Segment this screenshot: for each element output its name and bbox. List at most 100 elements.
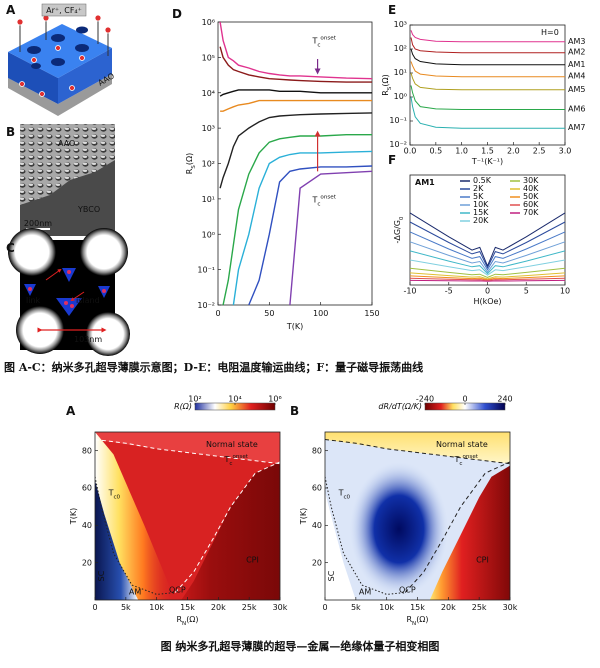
x-tick-label: 30k: [503, 603, 518, 612]
link-label: link: [26, 296, 41, 305]
series-line: [410, 48, 565, 66]
series-line: [232, 150, 373, 306]
annotation: Tconset: [311, 35, 336, 48]
y-tick-label: 10²: [394, 44, 407, 53]
x-tick-label: 0: [322, 603, 327, 612]
x-tick-label: 25k: [242, 603, 257, 612]
annotation-sup: onset: [320, 35, 336, 41]
series-line: [409, 231, 566, 271]
x-tick-label: 2.5: [533, 147, 546, 156]
island-shape: [62, 268, 76, 282]
region-label: Tconset: [224, 454, 249, 467]
series-line: [219, 21, 373, 80]
y-tick-label: 10⁻²: [389, 140, 407, 149]
series-line: [409, 250, 566, 275]
x-axis-label: H(kOe): [473, 297, 501, 306]
figure-caption: 图 纳米多孔超导薄膜的超导—金属—绝缘体量子相变相图: [161, 639, 440, 653]
y-tick-label: 10¹: [394, 68, 407, 77]
x-tick-label: 25k: [472, 603, 487, 612]
y-axis-label: T(K): [69, 508, 78, 525]
x-axis-label: RN(Ω): [406, 615, 428, 627]
region-label-base: T: [108, 488, 114, 497]
y-tick-label: 10⁰: [202, 230, 215, 239]
y-tick-label: 10⁻¹: [389, 116, 407, 125]
heat-region: [349, 461, 449, 597]
x-axis-label: RN(Ω): [176, 615, 198, 627]
series-line: [289, 170, 373, 306]
y-tick-label: 10³: [202, 124, 215, 133]
legend-label: 10K: [473, 200, 489, 209]
y-tick-label: 60: [82, 484, 92, 493]
colorbar-tick-label: 10⁴: [228, 395, 241, 404]
series-label: AM7: [568, 123, 585, 132]
series-line: [410, 85, 565, 110]
contacts: [19, 18, 109, 56]
colorbar-label: dR/dT(Ω/K): [378, 402, 422, 411]
x-tick-label: 5k: [121, 603, 131, 612]
legend-label: 60K: [523, 200, 539, 209]
x-tick-label: 10: [560, 287, 570, 296]
y-tick-label: 10¹: [202, 195, 215, 204]
y-axis-label-sub: S: [387, 86, 393, 90]
series-line: [410, 37, 565, 54]
y-axis-label-base: -ΔG/G: [393, 220, 402, 243]
y-tick-label: 10⁻¹: [197, 266, 215, 275]
region-label-base: T: [224, 455, 230, 464]
x-tick-label: 0: [215, 309, 220, 318]
annotation-sub: c: [317, 201, 320, 207]
y-tick-label: 80: [312, 446, 322, 455]
series-line: [409, 221, 566, 269]
region-label: SC: [97, 570, 106, 581]
x-axis-label-base: R: [406, 615, 412, 624]
x-tick-label: 5k: [351, 603, 361, 612]
y-tick-label: 80: [82, 446, 92, 455]
x-tick-label: 10k: [149, 603, 164, 612]
schematic-c: link island 103nm C: [6, 228, 130, 356]
heat-region: [181, 461, 280, 600]
legend-label: 5K: [473, 192, 484, 201]
charges: [16, 14, 112, 97]
series-line: [219, 112, 373, 189]
series-label: AM1: [568, 60, 585, 69]
y-tick-label: 40: [312, 521, 322, 530]
x-axis-label-sub: N: [182, 621, 186, 627]
boundary-line: [95, 476, 176, 595]
x-tick-label: 20k: [211, 603, 226, 612]
boundary-line: [174, 461, 280, 593]
legend-label: 20K: [473, 216, 489, 225]
legend-label: 30K: [523, 176, 539, 185]
island-label: island: [76, 296, 100, 305]
colorbar-tick-label: 10²: [188, 395, 201, 404]
region-label: Tc0: [108, 488, 121, 500]
x-axis-label: T(K): [286, 322, 303, 331]
legend-label: 15K: [473, 208, 489, 217]
colorbar-tick-label: -240: [416, 395, 434, 404]
figure-caption: 图 A-C：纳米多孔超导薄膜示意图；D-E：电阻温度输运曲线；F：量子磁导振荡曲…: [4, 360, 423, 374]
boundary-line: [404, 461, 510, 593]
annotation-base: T: [311, 195, 317, 204]
pointer-arrow: [70, 291, 85, 302]
x-tick-label: 0.0: [404, 147, 417, 156]
annotation: Tconset: [311, 194, 336, 207]
region-label: CPI: [476, 556, 489, 565]
series-line: [222, 134, 372, 306]
x-tick-label: 50: [264, 309, 274, 318]
region-label: Normal state: [436, 440, 488, 449]
heat-region: [325, 432, 510, 464]
sem-porous-layer: [20, 124, 115, 205]
substrate: [8, 74, 112, 116]
region-label: AM: [129, 587, 141, 596]
y-tick-label: 10³: [394, 20, 407, 29]
x-axis-label-rest: (Ω): [416, 615, 428, 624]
y-axis-label-sub: S: [191, 165, 197, 169]
series-label: AM3: [568, 37, 585, 46]
region-label-sub: c: [459, 461, 462, 467]
x-tick-label: 1.0: [455, 147, 468, 156]
series-line: [409, 241, 566, 273]
x-tick-label: 3.0: [559, 147, 572, 156]
legend-label: 2K: [473, 184, 484, 193]
heat-region: [429, 465, 510, 600]
pores: [27, 26, 89, 69]
x-tick-label: 0.5: [429, 147, 442, 156]
